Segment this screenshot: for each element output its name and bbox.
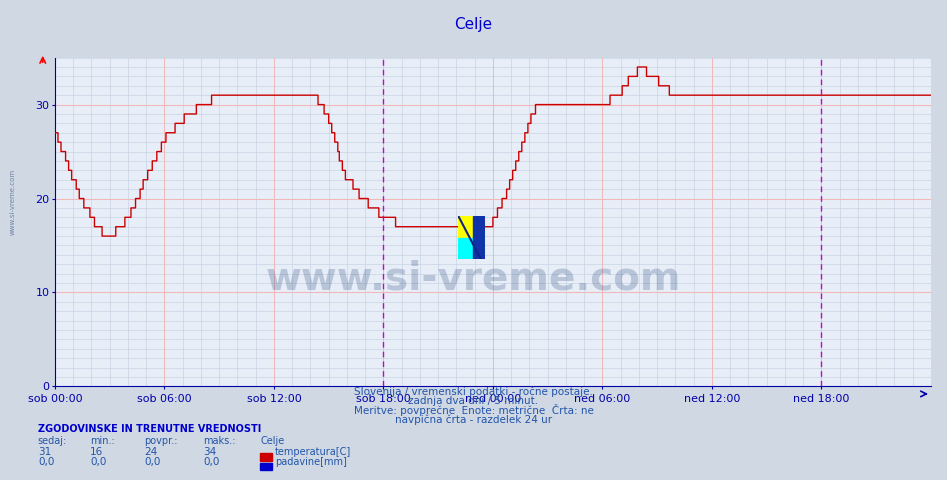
- Text: Celje: Celje: [260, 436, 285, 446]
- Text: Celje: Celje: [455, 17, 492, 32]
- Text: povpr.:: povpr.:: [144, 436, 177, 446]
- Text: 0,0: 0,0: [38, 456, 54, 467]
- Text: temperatura[C]: temperatura[C]: [275, 447, 351, 457]
- Text: www.si-vreme.com: www.si-vreme.com: [266, 259, 681, 298]
- Text: 0,0: 0,0: [90, 456, 106, 467]
- Text: Meritve: povprečne  Enote: metrične  Črta: ne: Meritve: povprečne Enote: metrične Črta:…: [353, 404, 594, 416]
- Text: 34: 34: [204, 447, 217, 457]
- Text: zadnja dva dni / 5 minut.: zadnja dva dni / 5 minut.: [408, 396, 539, 406]
- Polygon shape: [473, 216, 485, 259]
- Text: navpična črta - razdelek 24 ur: navpična črta - razdelek 24 ur: [395, 415, 552, 425]
- Text: 0,0: 0,0: [144, 456, 160, 467]
- Text: ZGODOVINSKE IN TRENUTNE VREDNOSTI: ZGODOVINSKE IN TRENUTNE VREDNOSTI: [38, 424, 261, 434]
- Text: 31: 31: [38, 447, 51, 457]
- Text: 24: 24: [144, 447, 157, 457]
- Text: padavine[mm]: padavine[mm]: [275, 456, 347, 467]
- Polygon shape: [458, 238, 473, 259]
- Text: 0,0: 0,0: [204, 456, 220, 467]
- Text: www.si-vreme.com: www.si-vreme.com: [9, 168, 15, 235]
- Text: maks.:: maks.:: [204, 436, 236, 446]
- Text: Slovenija / vremenski podatki - ročne postaje.: Slovenija / vremenski podatki - ročne po…: [354, 386, 593, 396]
- Text: sedaj:: sedaj:: [38, 436, 67, 446]
- Bar: [458, 216, 473, 238]
- Text: min.:: min.:: [90, 436, 115, 446]
- Text: 16: 16: [90, 447, 103, 457]
